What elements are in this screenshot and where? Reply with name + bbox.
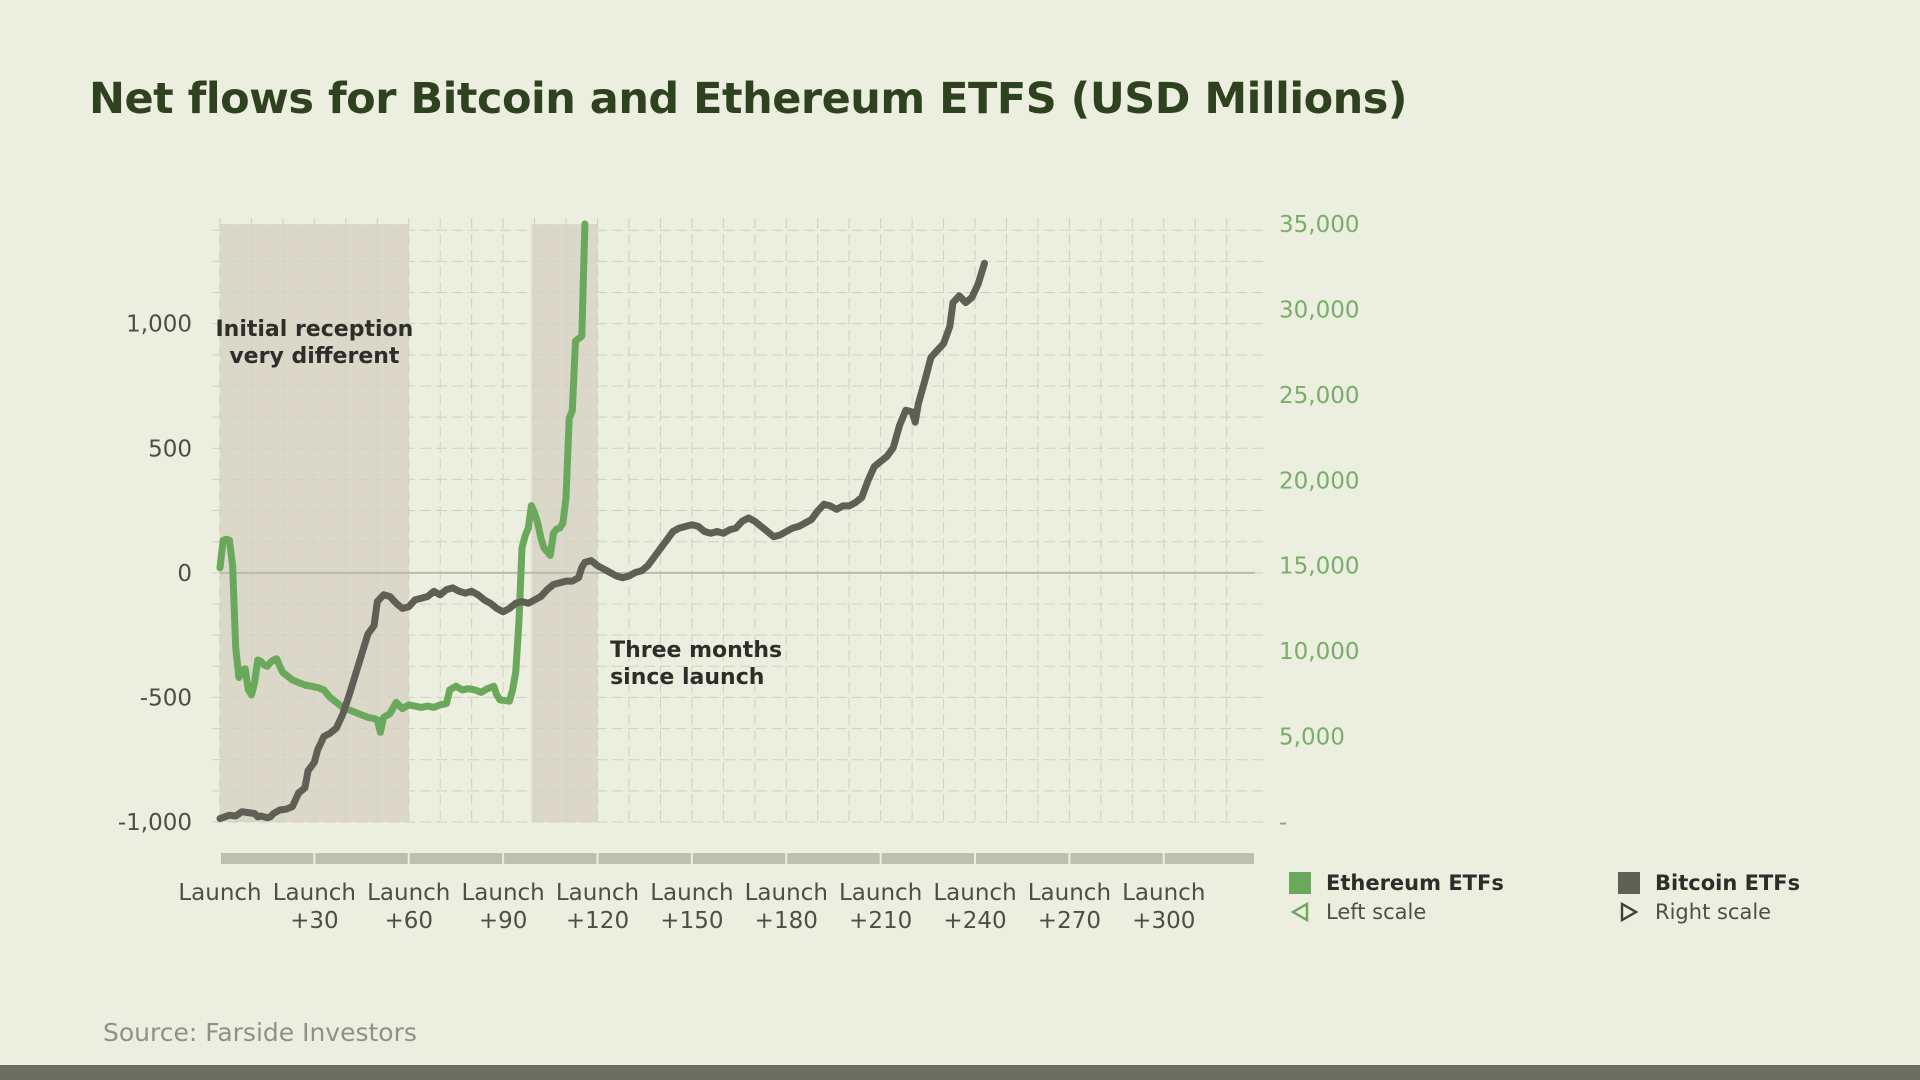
x-tick-label: +180 xyxy=(755,908,818,934)
x-tick-label: +210 xyxy=(849,908,912,934)
x-tick-label: +270 xyxy=(1038,908,1101,934)
left-axis-tick-label: -1,000 xyxy=(118,810,192,836)
right-axis-tick-label: 20,000 xyxy=(1279,468,1359,494)
left-axis-tick-label: -500 xyxy=(140,685,192,711)
x-axis-bar-segment xyxy=(315,853,408,864)
series-line-ethereum xyxy=(216,220,589,736)
legend-label-ethereum: Ethereum ETFs xyxy=(1326,871,1504,895)
x-tick-label: Launch xyxy=(933,880,1016,906)
legend-scale-bitcoin: Right scale xyxy=(1655,900,1772,924)
left-axis-tick-label: 1,000 xyxy=(126,312,192,338)
x-tick-label: +60 xyxy=(384,908,433,934)
x-tick-label: Launch xyxy=(273,880,356,906)
x-tick-label: Launch xyxy=(650,880,733,906)
region-label-1-line-0: Three months xyxy=(610,638,782,663)
x-axis-bar-segment xyxy=(409,853,503,864)
right-axis-tick-label: 30,000 xyxy=(1279,297,1359,323)
x-tick-label: +90 xyxy=(479,908,528,934)
legend-item-ethereum: Ethereum ETFs Left scale xyxy=(1289,870,1549,930)
legend-label-bitcoin: Bitcoin ETFs xyxy=(1655,871,1801,895)
x-axis-bar-segment xyxy=(504,853,597,864)
x-axis: Launch Launch+30Launch+60Launch+90Launch+… xyxy=(178,853,1254,934)
x-axis-bar-segment xyxy=(976,853,1069,864)
region-label-0-line-1: very different xyxy=(229,344,400,369)
x-tick-label: +240 xyxy=(943,908,1006,934)
chart-title: Net flows for Bitcoin and Ethereum ETFS … xyxy=(89,74,1408,124)
triangle-left-icon xyxy=(1290,901,1309,923)
x-axis-bar-segment xyxy=(1164,853,1254,864)
legend-scale-ethereum: Left scale xyxy=(1326,900,1427,924)
x-tick-label: +30 xyxy=(290,908,339,934)
series-line-bitcoin xyxy=(216,259,988,823)
bitcoin-swatch xyxy=(1618,872,1640,894)
region-label-0-line-0: Initial reception xyxy=(215,317,413,342)
x-tick-label: Launch xyxy=(839,880,922,906)
right-axis: 35,000 30,000 25,000 20,000 15,000 10,000 5,00… xyxy=(1279,212,1359,836)
x-axis-bar-segment xyxy=(787,853,880,864)
legend-item-bitcoin: Bitcoin ETFs Right scale xyxy=(1618,870,1878,930)
x-tick-label: Launch xyxy=(1028,880,1111,906)
x-tick-label: Launch xyxy=(367,880,450,906)
left-axis: 1,000 500 0 -500 -1,000 xyxy=(118,312,192,836)
x-tick-label: +150 xyxy=(660,908,723,934)
triangle-right-icon xyxy=(1620,901,1639,923)
region-label-1-line-1: since launch xyxy=(610,665,764,690)
x-tick-label: Launch xyxy=(1122,880,1205,906)
bottom-bar xyxy=(0,1065,1920,1080)
right-axis-tick-label: 10,000 xyxy=(1279,639,1359,665)
source-note: Source: Farside Investors xyxy=(103,1018,417,1047)
right-axis-tick-label: - xyxy=(1279,810,1287,836)
left-axis-tick-label: 0 xyxy=(177,561,192,587)
x-tick-label: Launch xyxy=(556,880,639,906)
x-axis-bar-segment xyxy=(1070,853,1163,864)
x-axis-bar-segment xyxy=(598,853,691,864)
x-tick-label: Launch xyxy=(745,880,828,906)
x-axis-bar-segment xyxy=(881,853,975,864)
right-axis-tick-label: 5,000 xyxy=(1279,725,1345,751)
x-axis-bar-segment xyxy=(692,853,786,864)
x-tick-label: Launch xyxy=(178,880,261,906)
series-lines xyxy=(216,220,988,823)
left-axis-tick-label: 500 xyxy=(148,436,192,462)
ethereum-swatch xyxy=(1289,872,1311,894)
x-tick-label: +120 xyxy=(566,908,629,934)
x-axis-bar-segment xyxy=(221,853,314,864)
right-axis-tick-label: 15,000 xyxy=(1279,554,1359,580)
right-axis-tick-label: 25,000 xyxy=(1279,383,1359,409)
right-axis-tick-label: 35,000 xyxy=(1279,212,1359,238)
x-tick-label: Launch xyxy=(461,880,544,906)
x-tick-label: +300 xyxy=(1132,908,1195,934)
